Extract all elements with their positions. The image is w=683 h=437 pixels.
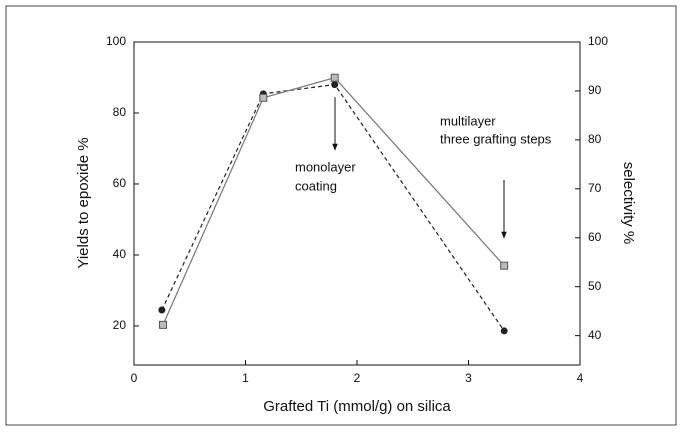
y-tick-label: 20: [113, 318, 127, 332]
point: [259, 93, 268, 102]
y-tick-label: 40: [113, 247, 127, 261]
frame: [5, 5, 677, 426]
plot-frame: [133, 41, 581, 366]
x-tick-label: 2: [354, 371, 361, 385]
x-axis-label: Grafted Ti (mmol/g) on silica: [263, 398, 451, 415]
series-line: [162, 77, 505, 326]
point: [330, 73, 339, 82]
point: [500, 261, 509, 270]
annotation: monolayer: [295, 159, 356, 174]
x-tick-label: 3: [465, 371, 472, 385]
y-axis-label: Yields to epoxide %: [75, 137, 92, 268]
y2-axis-label: selectivity %: [620, 162, 637, 245]
x-tick-label: 0: [131, 371, 138, 385]
y2-tick-label: 60: [588, 230, 602, 244]
y-tick-label: 100: [106, 34, 126, 48]
point: [158, 306, 166, 314]
x-tick-label: 1: [242, 371, 249, 385]
point: [331, 81, 339, 89]
y-tick-label: 60: [113, 176, 127, 190]
y2-tick-label: 90: [588, 83, 602, 97]
annotation: three grafting steps: [440, 131, 552, 146]
annotation: coating: [295, 178, 337, 193]
point: [158, 320, 167, 329]
x-tick-label: 4: [577, 371, 584, 385]
y2-tick-label: 50: [588, 279, 602, 293]
point: [500, 327, 508, 335]
y2-tick-label: 100: [588, 34, 608, 48]
annotation: multilayer: [440, 113, 496, 128]
y-tick-label: 80: [113, 105, 127, 119]
y2-tick-label: 80: [588, 132, 602, 146]
y2-tick-label: 40: [588, 328, 602, 342]
series-line: [161, 83, 505, 332]
y2-tick-label: 70: [588, 181, 602, 195]
